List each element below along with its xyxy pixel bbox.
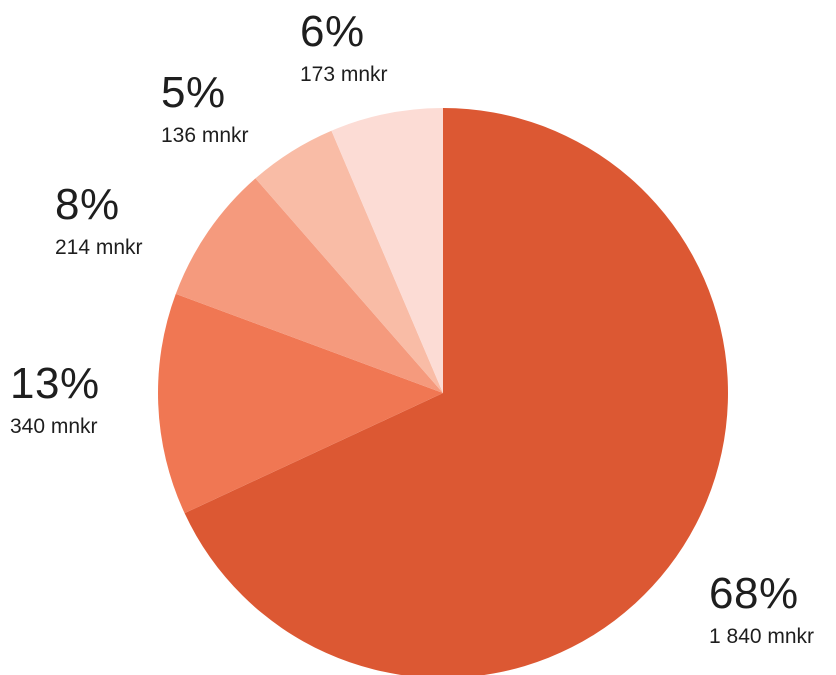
pie-slice-2 (175, 178, 443, 393)
slice-amount-1: 340 mnkr (10, 415, 98, 438)
slice-label-0: 68% 1 840 mnkr (709, 570, 814, 650)
pie-slice-1 (158, 293, 443, 514)
slice-amount-2: 214 mnkr (55, 236, 143, 259)
slice-percent-0: 68% (709, 569, 799, 618)
slice-percent-2: 8% (55, 180, 120, 229)
slice-amount-4: 173 mnkr (300, 63, 388, 86)
slice-label-1: 13% 340 mnkr (10, 360, 100, 440)
slice-amount-0: 1 840 mnkr (709, 625, 815, 648)
slice-percent-4: 6% (300, 7, 365, 56)
slice-percent-1: 13% (10, 359, 100, 408)
slice-label-2: 8% 214 mnkr (55, 181, 143, 261)
pie-slice-0 (184, 108, 728, 675)
pie-slice-4 (331, 108, 443, 393)
slice-percent-3: 5% (161, 68, 226, 117)
pie-slice-3 (255, 130, 443, 394)
slice-amount-3: 136 mnkr (161, 124, 249, 147)
slice-label-4: 6% 173 mnkr (300, 8, 388, 88)
slice-label-3: 5% 136 mnkr (161, 69, 249, 149)
